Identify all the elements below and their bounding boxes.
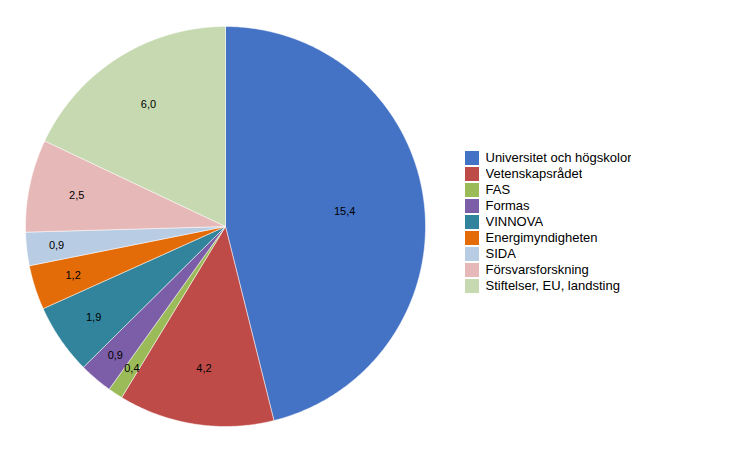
svg-text:0,9: 0,9 xyxy=(108,349,123,361)
html-text:Vetenskapsrådet: Vetenskapsrådet xyxy=(485,166,583,182)
html-text:Stiftelser, EU, landsting: Stiftelser, EU, landsting xyxy=(485,278,620,294)
svg-text:0,4: 0,4 xyxy=(124,361,139,373)
html-text:Energimyndigheten: Energimyndigheten xyxy=(485,230,598,246)
html-text:FAS: FAS xyxy=(485,182,511,198)
html-text:Universitet och högskolor: Universitet och högskolor xyxy=(485,150,632,166)
svg-text:15,4: 15,4 xyxy=(334,205,355,217)
svg-text:4,2: 4,2 xyxy=(196,362,211,374)
html-text:VINNOVA: VINNOVA xyxy=(485,214,544,230)
svg-text:1,2: 1,2 xyxy=(65,268,80,280)
html-text:Formas: Formas xyxy=(485,198,530,214)
html-text:SIDA: SIDA xyxy=(485,246,516,262)
svg-text:1,9: 1,9 xyxy=(86,310,101,322)
html-text:Försvarsforskning: Försvarsforskning xyxy=(485,262,589,278)
svg-text:6,0: 6,0 xyxy=(141,98,156,110)
svg-text:0,9: 0,9 xyxy=(49,239,64,251)
svg-text:2,5: 2,5 xyxy=(69,188,84,200)
